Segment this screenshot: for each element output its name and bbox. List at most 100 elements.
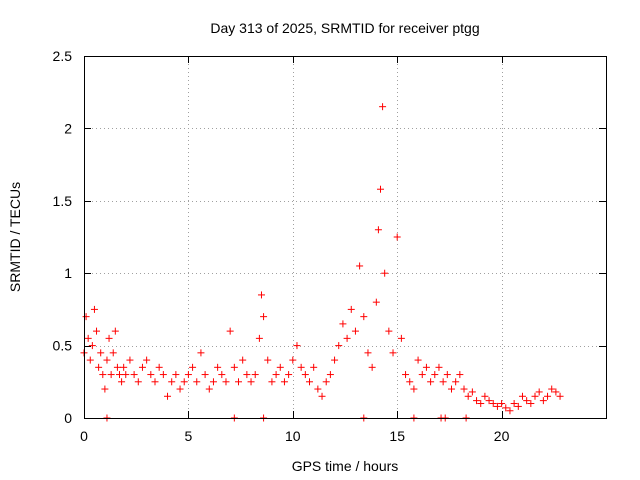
data-point [427, 378, 435, 386]
data-point [356, 262, 364, 270]
data-point [318, 392, 326, 400]
data-point [502, 404, 510, 412]
x-tick-label: 20 [494, 428, 510, 444]
data-point [447, 385, 455, 393]
x-tick-label: 0 [80, 428, 88, 444]
data-point [335, 342, 343, 350]
data-point [103, 356, 111, 364]
chart-title: Day 313 of 2025, SRMTID for receiver ptg… [210, 20, 479, 36]
data-point [205, 385, 213, 393]
data-point [422, 363, 430, 371]
data-point [552, 388, 560, 396]
data-point [385, 327, 393, 335]
y-tick-label: 1.5 [53, 193, 73, 209]
data-point [209, 378, 217, 386]
tick-labels: 0 5 10 15 20 0 0.5 1 1.5 2 2.5 [53, 48, 510, 444]
data-point [120, 363, 128, 371]
data-point [214, 363, 222, 371]
data-point [301, 371, 309, 379]
data-point [147, 371, 155, 379]
data-point [272, 371, 280, 379]
data-point [260, 313, 268, 321]
data-point [113, 363, 121, 371]
data-point [84, 334, 92, 342]
data-point [374, 226, 382, 234]
data-point [130, 371, 138, 379]
data-point [88, 342, 96, 350]
data-point [489, 400, 497, 408]
data-point [431, 371, 439, 379]
y-tick-label: 2 [64, 120, 72, 136]
data-point [93, 327, 101, 335]
data-point [360, 313, 368, 321]
data-point [460, 385, 468, 393]
data-point [126, 356, 134, 364]
data-point [351, 327, 359, 335]
data-point [410, 385, 418, 393]
data-point [443, 371, 451, 379]
data-point [473, 397, 481, 405]
data-point [506, 407, 514, 415]
data-point [115, 371, 123, 379]
x-tick-label: 5 [185, 428, 193, 444]
y-tick-label: 2.5 [53, 48, 73, 64]
data-point [82, 313, 90, 321]
data-point [539, 397, 547, 405]
data-point [468, 388, 476, 396]
data-point [151, 378, 159, 386]
data-point [184, 371, 192, 379]
data-point [189, 363, 197, 371]
data-point [193, 378, 201, 386]
data-point [331, 356, 339, 364]
data-point [306, 378, 314, 386]
data-point [257, 291, 265, 299]
data-point [418, 371, 426, 379]
data-point [414, 356, 422, 364]
data-point [435, 363, 443, 371]
data-point [535, 388, 543, 396]
y-tick-label: 0 [64, 410, 72, 426]
data-point [456, 371, 464, 379]
data-point [118, 378, 126, 386]
data-point [239, 356, 247, 364]
data-points [80, 103, 564, 422]
data-point [107, 371, 115, 379]
x-tick-label: 10 [285, 428, 301, 444]
data-point [176, 385, 184, 393]
data-point [510, 400, 518, 408]
data-point [556, 392, 564, 400]
data-point [111, 327, 119, 335]
data-point [397, 334, 405, 342]
data-point [285, 371, 293, 379]
data-point [95, 363, 103, 371]
data-point [518, 392, 526, 400]
data-point [376, 185, 384, 193]
data-point [406, 378, 414, 386]
data-point [493, 402, 501, 410]
data-point [452, 378, 460, 386]
data-point [393, 233, 401, 241]
data-point [527, 400, 535, 408]
data-point [105, 334, 113, 342]
data-point [343, 334, 351, 342]
data-point [280, 378, 288, 386]
data-point [97, 349, 105, 357]
data-point [159, 371, 167, 379]
data-point [379, 103, 387, 111]
data-point [297, 363, 305, 371]
data-point [310, 363, 318, 371]
data-point [222, 378, 230, 386]
data-point [218, 371, 226, 379]
data-point [226, 327, 234, 335]
data-point [544, 392, 552, 400]
data-point [230, 363, 238, 371]
data-point [99, 371, 107, 379]
data-point [498, 400, 506, 408]
data-point [243, 371, 251, 379]
y-axis-label: SRMTID / TECUs [7, 182, 23, 292]
data-point [402, 371, 410, 379]
data-point [314, 385, 322, 393]
data-point [134, 378, 142, 386]
data-point [339, 320, 347, 328]
